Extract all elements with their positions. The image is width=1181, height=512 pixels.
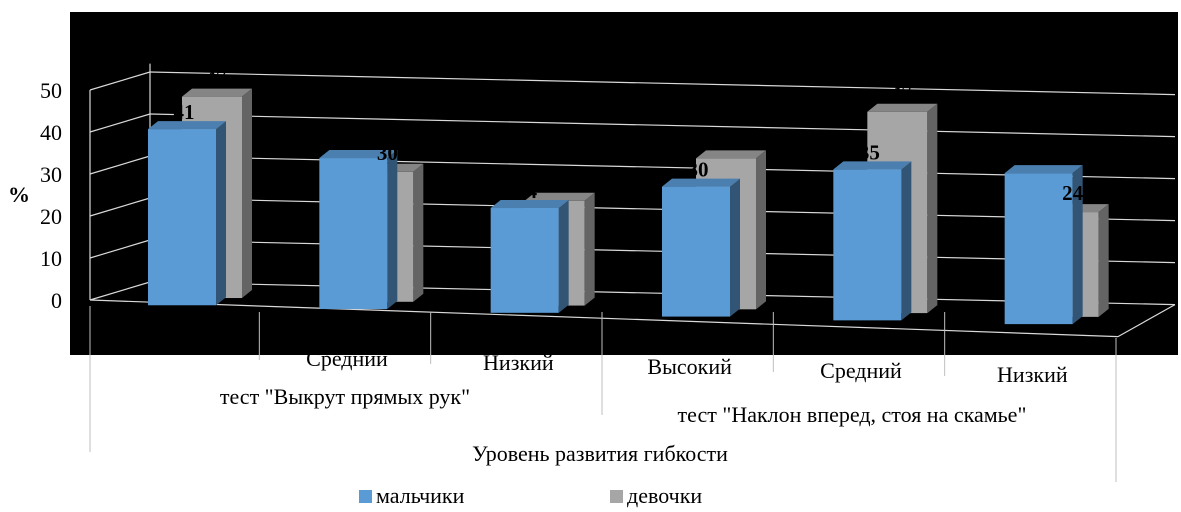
data-label-girls: 24	[1062, 181, 1084, 205]
data-label-girls: 35	[720, 127, 741, 151]
data-label-boys: 30	[688, 158, 709, 182]
bar-boys-top	[1004, 165, 1083, 174]
category-label: Средний	[820, 358, 902, 383]
plot-backdrop	[70, 12, 1178, 355]
category-label: Низкий	[483, 350, 554, 375]
bar-boys-side	[730, 178, 740, 317]
bar-boys	[319, 150, 398, 310]
bar-boys-front	[490, 208, 559, 313]
y-tick-label: 20	[40, 204, 62, 229]
bar-girls-top	[696, 150, 766, 159]
group-labels: тест "Выкрут прямых рук" тест "Наклон впе…	[220, 384, 1027, 427]
bar-boys-top	[490, 200, 569, 209]
bar-boys-top	[319, 150, 398, 159]
bar-girls-side	[584, 192, 595, 306]
data-label-girls: 30	[377, 141, 398, 165]
bar-boys-side	[387, 150, 398, 310]
gridline	[149, 113, 1176, 138]
data-label-girls: 47	[891, 81, 912, 105]
gridline-side	[89, 281, 151, 301]
bar-boys-top	[148, 121, 226, 130]
data-label-boys: 24	[516, 179, 538, 203]
floor-right-edge	[1117, 304, 1176, 338]
legend-swatch	[610, 490, 623, 503]
gridline	[149, 71, 1176, 96]
category-label: Высокий	[647, 354, 732, 379]
gridline-side	[89, 113, 151, 133]
bar-boys-front	[148, 129, 216, 306]
gridline-side	[89, 197, 151, 217]
x-axis-title: Уровень развития гибкости	[472, 441, 728, 466]
group-label: тест "Наклон вперед, стоя на скамье"	[678, 402, 1027, 427]
data-label-girls: 47	[206, 66, 227, 90]
floor-front-edge	[89, 299, 1119, 338]
bar-girls-side	[756, 150, 766, 310]
y-axis-ticks: 0 10 20 30 40 50	[40, 78, 62, 313]
gridline-side	[89, 155, 151, 175]
bar-boys-front	[319, 158, 388, 310]
bar-girls-side	[1098, 204, 1109, 317]
category-label: Низкий	[997, 362, 1068, 387]
legend-label: девочки	[627, 483, 702, 508]
bars	[148, 88, 1109, 325]
bar-boys	[490, 200, 569, 313]
category-label: Средний	[306, 346, 388, 371]
bar-boys	[1004, 165, 1083, 325]
bar-boys	[148, 121, 226, 306]
y-tick-label: 30	[40, 162, 62, 187]
bar-boys-side	[901, 161, 912, 321]
bar-girls-side	[927, 103, 938, 314]
y-tick-label: 0	[51, 288, 62, 313]
bar-girls-side	[413, 163, 424, 302]
bar-boys	[833, 161, 912, 321]
legend: мальчики девочки	[359, 483, 702, 508]
data-label-boys: 35	[859, 140, 880, 164]
bar-girls-top	[867, 103, 938, 112]
bar-girls-top	[524, 192, 595, 201]
y-tick-label: 40	[40, 120, 62, 145]
category-labels: Средний Низкий Высокий Средний Низкий	[89, 306, 1117, 482]
data-label-boys: 41	[174, 100, 195, 124]
gridline-side	[89, 71, 151, 91]
bar-boys	[662, 178, 740, 317]
bar-boys-top	[662, 178, 740, 187]
legend-label: мальчики	[376, 483, 465, 508]
group-label: тест "Выкрут прямых рук"	[220, 384, 470, 409]
bar-boys-front	[662, 186, 730, 317]
bar-boys-front	[833, 169, 902, 321]
data-labels: 47 41 30 24 24 35 30 47 35 24 35	[174, 66, 1084, 205]
bar-boys-side	[558, 200, 569, 313]
bar-boys-side	[216, 121, 226, 306]
bar-girls-side	[242, 88, 252, 299]
data-label-boys: 35	[1030, 144, 1051, 168]
legend-swatch	[359, 490, 372, 503]
bar-boys-top	[833, 161, 912, 170]
bar-boys-front	[1004, 173, 1073, 325]
bar-girls-top	[182, 88, 252, 97]
gridline-side	[89, 239, 151, 259]
data-label-girls: 24	[548, 170, 570, 194]
bar-boys-side	[1072, 165, 1083, 325]
y-tick-label: 50	[40, 78, 62, 103]
y-tick-label: 10	[40, 246, 62, 271]
y-axis-label: %	[8, 182, 30, 207]
